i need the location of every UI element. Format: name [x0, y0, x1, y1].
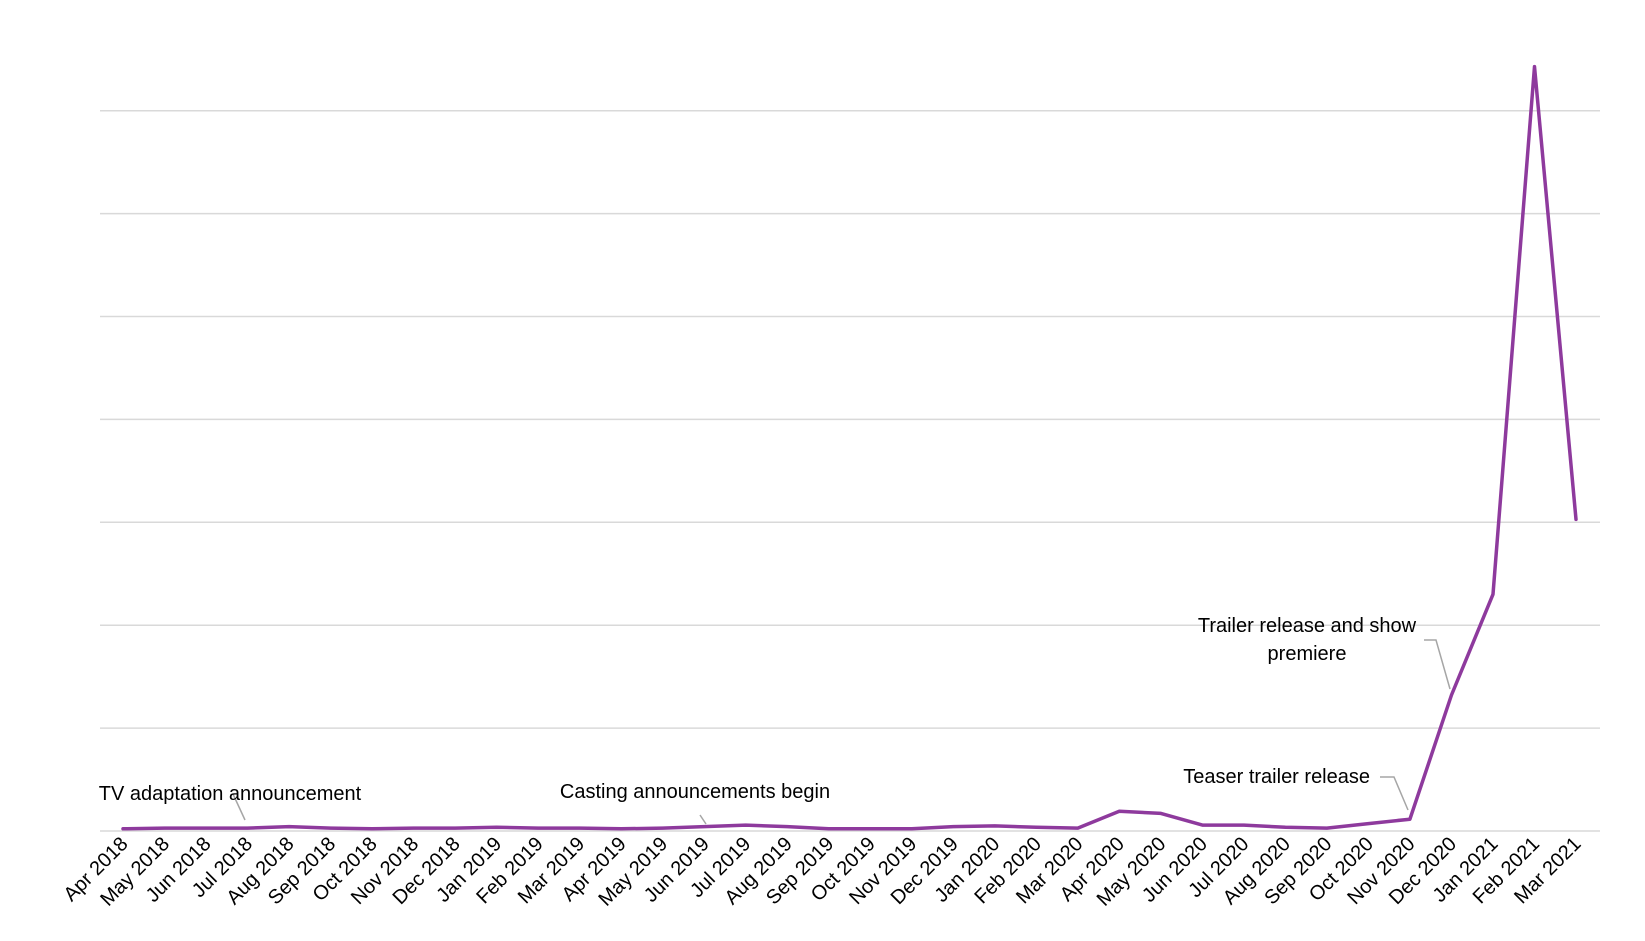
data-point — [536, 826, 540, 830]
data-point — [993, 824, 997, 828]
annotation-leader — [232, 793, 246, 821]
data-point — [495, 825, 499, 829]
annotation-label: Teaser trailer release — [1183, 766, 1370, 788]
data-point — [163, 826, 167, 830]
annotation-line: premiere — [1268, 643, 1347, 665]
data-point — [412, 826, 416, 830]
data-point — [1491, 592, 1495, 596]
data-point — [246, 826, 250, 830]
data-point — [702, 825, 706, 829]
data-point — [287, 825, 291, 829]
gridlines — [100, 109, 1600, 832]
data-point — [1034, 825, 1038, 829]
data-point — [619, 827, 623, 831]
data-point — [868, 827, 872, 831]
data-point — [1242, 823, 1246, 827]
data-point — [204, 826, 208, 830]
data-point — [1574, 517, 1578, 521]
series-line — [121, 64, 1578, 831]
annotation-label: TV adaptation announcement — [99, 783, 362, 805]
annotation-leader — [1424, 639, 1451, 690]
data-point — [1200, 823, 1204, 827]
data-point — [121, 827, 125, 831]
data-point — [827, 827, 831, 831]
data-point — [1325, 826, 1329, 830]
data-point — [1532, 65, 1536, 69]
annotation-line: Teaser trailer release — [1183, 766, 1370, 788]
data-point — [329, 826, 333, 830]
annotation-leader — [699, 814, 707, 825]
data-point — [1076, 826, 1080, 830]
data-point — [578, 826, 582, 830]
data-point — [1408, 817, 1412, 821]
annotation-label: Trailer release and show premiere — [1198, 615, 1417, 665]
annotation-line: Casting announcements begin — [560, 781, 830, 803]
data-point — [453, 826, 457, 830]
data-point — [1159, 811, 1163, 815]
data-point — [661, 826, 665, 830]
annotation-line: Trailer release and show — [1198, 615, 1417, 637]
data-point — [951, 825, 955, 829]
data-point — [910, 827, 914, 831]
annotations: TV adaptation announcement Casting announ… — [99, 615, 1417, 805]
annotation-leader — [1380, 776, 1409, 811]
data-point — [1366, 822, 1370, 826]
annotation-label: Casting announcements begin — [560, 781, 830, 803]
data-point — [785, 825, 789, 829]
data-point — [1117, 809, 1121, 813]
annotation-leader-lines — [232, 639, 1451, 825]
data-point — [1283, 825, 1287, 829]
data-point — [370, 827, 374, 831]
annotation-line: TV adaptation announcement — [99, 783, 362, 805]
data-point — [744, 823, 748, 827]
data-point — [1449, 693, 1453, 697]
